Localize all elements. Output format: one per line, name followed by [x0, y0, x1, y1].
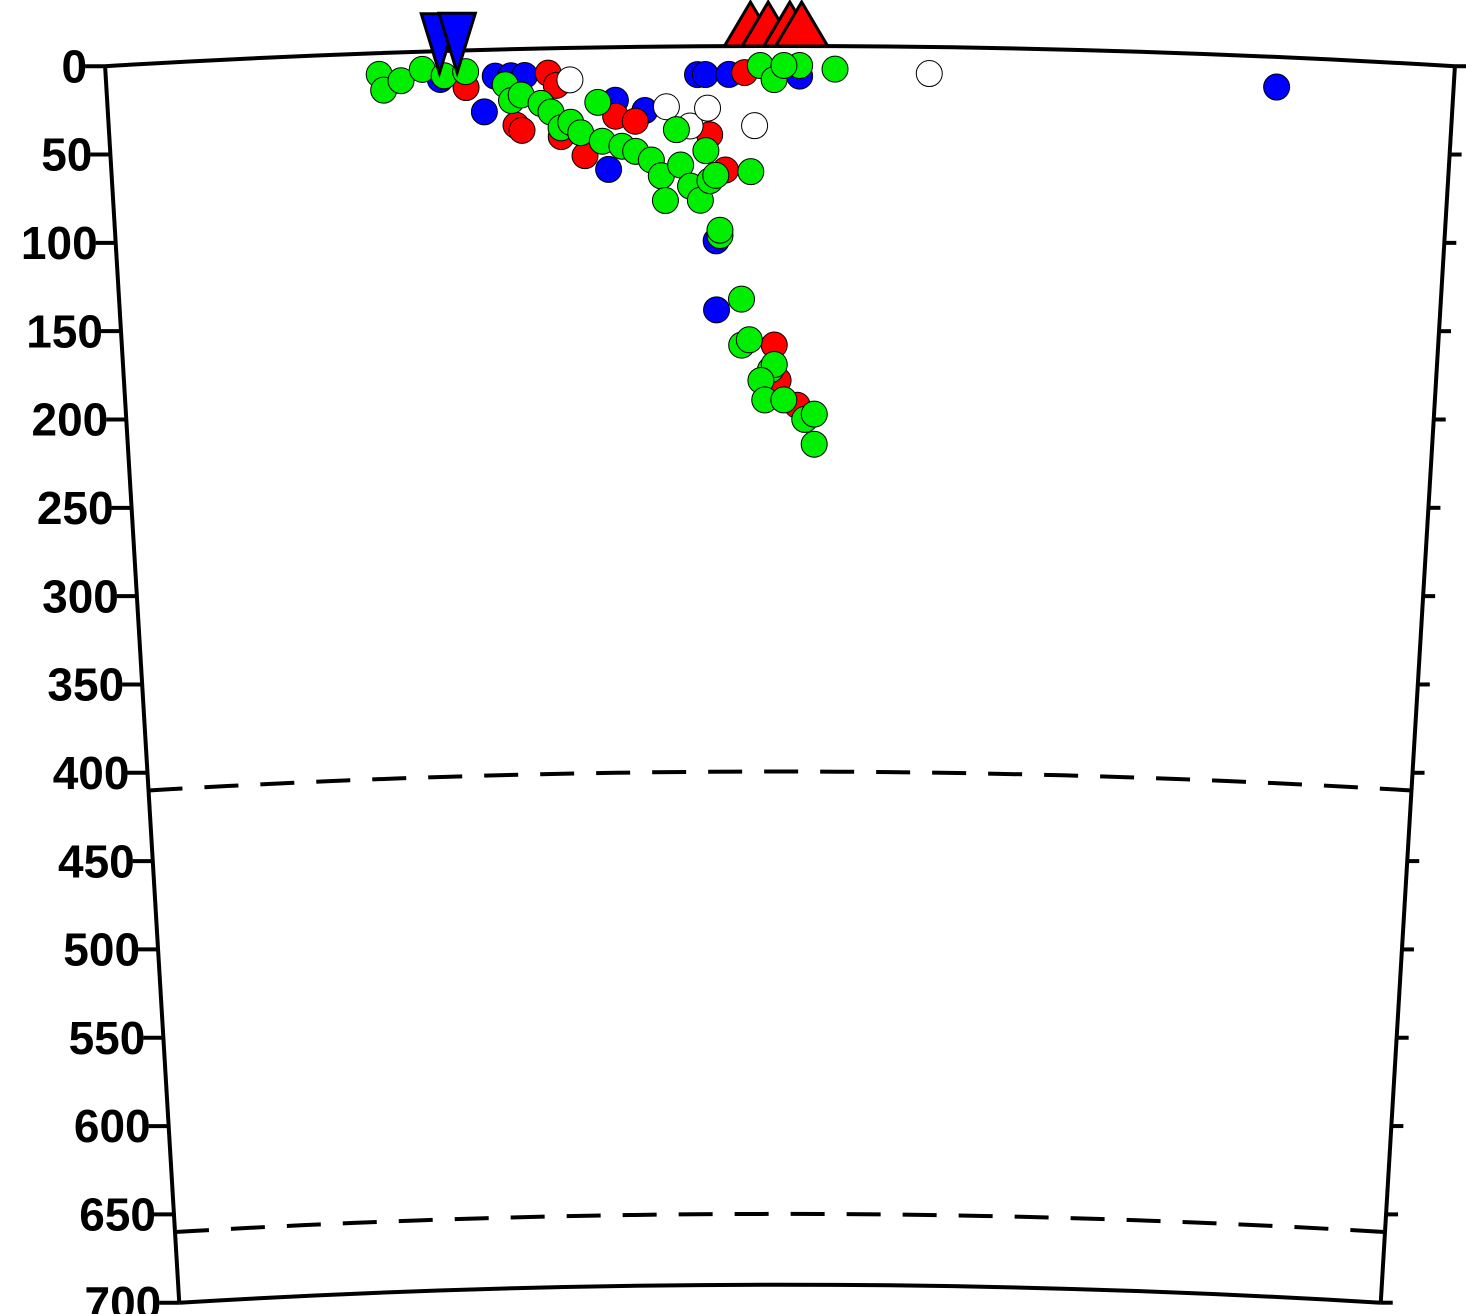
event — [691, 61, 719, 89]
event — [556, 66, 584, 94]
event — [692, 137, 720, 165]
event — [470, 98, 498, 126]
event — [694, 94, 722, 122]
y-tick-label: 550 — [69, 1012, 146, 1064]
y-tick-label: 600 — [74, 1100, 151, 1152]
y-tick-label: 50 — [41, 129, 92, 181]
event — [595, 155, 623, 183]
event — [662, 116, 690, 144]
y-tick-label: 150 — [26, 305, 103, 357]
event — [770, 51, 798, 79]
event — [800, 400, 828, 428]
event — [706, 216, 734, 244]
event — [728, 285, 756, 313]
discontinuity-line — [148, 769, 1412, 793]
event — [770, 386, 798, 414]
station-marker — [773, 0, 831, 48]
event — [621, 107, 649, 135]
event — [703, 296, 731, 324]
y-tick-label: 250 — [37, 482, 114, 534]
y-tick-label: 450 — [58, 835, 135, 887]
event — [652, 93, 680, 121]
event — [702, 161, 730, 189]
y-tick-label: 500 — [63, 924, 140, 976]
y-tick-label: 200 — [32, 394, 109, 446]
event — [584, 88, 612, 116]
y-tick-label: 700 — [84, 1277, 161, 1314]
event — [387, 67, 415, 95]
event — [737, 158, 765, 186]
event — [1263, 73, 1291, 101]
event — [915, 60, 943, 88]
frame-bottom — [179, 1282, 1381, 1305]
y-tick-label: 0 — [61, 40, 87, 92]
event — [508, 116, 536, 144]
y-tick-label: 650 — [79, 1189, 156, 1241]
event — [821, 55, 849, 83]
y-tick-label: 350 — [47, 659, 124, 711]
y-tick-label: 300 — [42, 570, 119, 622]
discontinuity-line — [174, 1212, 1386, 1235]
event — [741, 112, 769, 140]
event — [735, 326, 763, 354]
event — [800, 430, 828, 458]
y-tick-label: 400 — [53, 747, 130, 799]
event — [651, 187, 679, 215]
y-tick-label: 100 — [21, 217, 98, 269]
station-marker — [436, 11, 478, 78]
